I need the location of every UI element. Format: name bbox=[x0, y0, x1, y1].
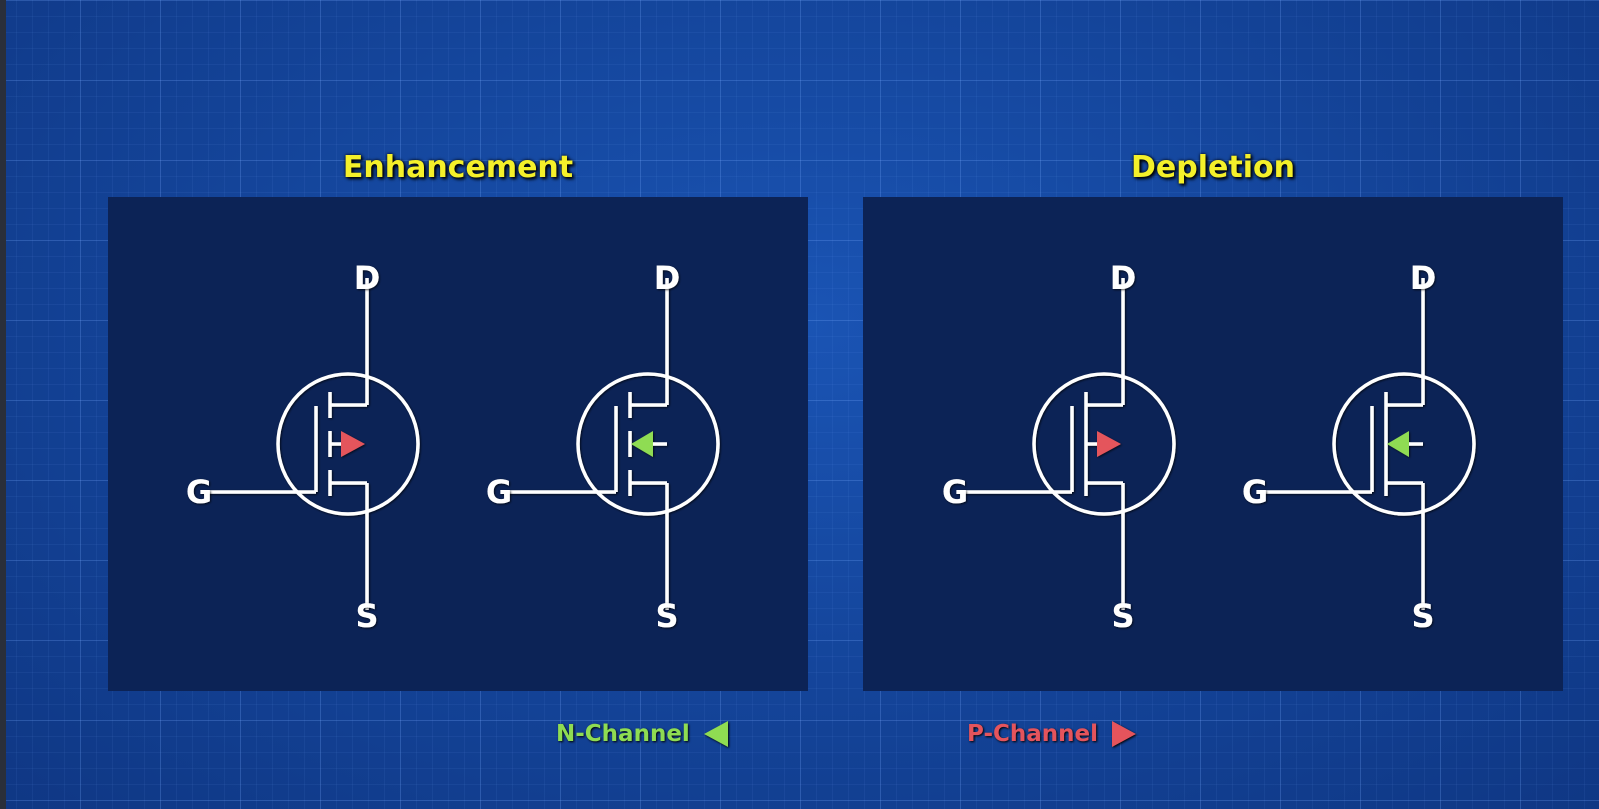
mosfet-enhancement-n-channel bbox=[504, 278, 720, 610]
legend-n-channel: N-Channel bbox=[556, 721, 728, 747]
legend-p-channel: P-Channel bbox=[967, 721, 1137, 747]
channel-arrow bbox=[341, 431, 365, 457]
enhancement-panel bbox=[108, 197, 808, 691]
source-label-3: S bbox=[1111, 597, 1134, 635]
mosfet-depletion-p-channel bbox=[960, 278, 1176, 610]
drain-label-2: D bbox=[654, 259, 681, 297]
channel-arrow bbox=[1097, 431, 1121, 457]
channel-arrow bbox=[1387, 431, 1409, 457]
source-label-4: S bbox=[1411, 597, 1434, 635]
legend-n-channel-label: N-Channel bbox=[556, 721, 690, 747]
gate-label-1: G bbox=[186, 473, 212, 511]
left-triangle-icon bbox=[703, 721, 728, 747]
right-triangle-icon bbox=[1112, 721, 1137, 747]
drain-label-3: D bbox=[1110, 259, 1137, 297]
drain-label-4: D bbox=[1410, 259, 1437, 297]
legend-p-channel-label: P-Channel bbox=[967, 721, 1099, 747]
mosfet-enhancement-p-channel bbox=[204, 278, 420, 610]
gate-label-4: G bbox=[1242, 473, 1268, 511]
gate-label-3: G bbox=[942, 473, 968, 511]
mosfet-depletion-n-channel bbox=[1260, 278, 1476, 610]
source-label-1: S bbox=[355, 597, 378, 635]
source-label-2: S bbox=[655, 597, 678, 635]
left-edge-bar bbox=[0, 0, 6, 809]
depletion-title: Depletion bbox=[1131, 150, 1295, 185]
mosfet-body-circle bbox=[576, 372, 720, 516]
enhancement-title: Enhancement bbox=[342, 150, 574, 185]
channel-arrow bbox=[631, 431, 653, 457]
mosfet-body-circle bbox=[1032, 372, 1176, 516]
depletion-panel bbox=[863, 197, 1563, 691]
drain-label-1: D bbox=[354, 259, 381, 297]
mosfet-body-circle bbox=[1332, 372, 1476, 516]
mosfet-body-circle bbox=[276, 372, 420, 516]
gate-label-2: G bbox=[486, 473, 512, 511]
